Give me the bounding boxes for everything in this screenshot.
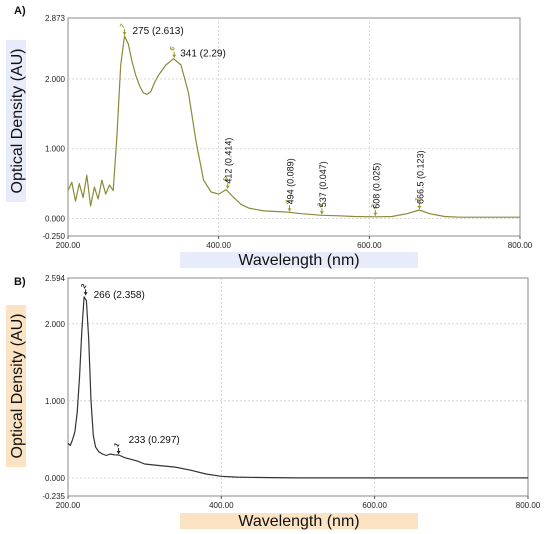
peak-annotation: 666.5 (0.123) [415, 150, 425, 204]
y-tick-label: 2.594 [45, 274, 66, 283]
y-tick-label: 2.000 [45, 320, 66, 329]
x-tick-label: 800.00 [516, 501, 541, 510]
x-tick-label: 600.00 [362, 501, 387, 510]
y-tick-label: 0.000 [45, 215, 66, 224]
peak-number: 2 [370, 204, 378, 211]
peak-number: 1 [414, 197, 422, 204]
y-label-band [6, 305, 26, 467]
peak-marker-head [417, 205, 422, 209]
x-tick-label: 400.00 [206, 241, 231, 250]
peak-marker-head [373, 212, 378, 216]
peak-number: 2 [80, 283, 88, 290]
peak-marker-head [172, 54, 177, 58]
peak-marker-head [83, 292, 88, 296]
x-axis-title: Wavelength (nm) [238, 513, 359, 530]
peak-annotation: 537 (0.047) [318, 161, 328, 207]
peak-number: 3 [317, 202, 325, 209]
x-label-band [180, 513, 418, 529]
y-tick-label: -0.235 [42, 492, 65, 501]
panel-label: B) [14, 276, 26, 288]
x-tick-label: 200.00 [56, 241, 81, 250]
peak-annotation: 412 (0.414) [224, 138, 234, 184]
peak-annotation: 494 (0.089) [285, 158, 295, 204]
y-tick-label: 2.873 [45, 14, 66, 23]
spectrum-line [67, 296, 528, 479]
peak-number: 4 [284, 199, 292, 206]
plot-frame [67, 277, 529, 497]
y-axis-title: Optical Density (AU) [9, 49, 26, 194]
peak-marker-head [116, 451, 121, 455]
peak-number: 7 [119, 23, 127, 30]
x-tick-label: 600.00 [357, 241, 382, 250]
peak-number: 6 [169, 45, 177, 52]
y-tick-label: 1.000 [45, 397, 66, 406]
peak-annotation: 266 (2.358) [94, 290, 145, 301]
peak-annotation: 233 (0.297) [129, 435, 180, 446]
peak-marker-head [287, 208, 292, 212]
y-label-band [6, 40, 26, 202]
panel-label: A) [14, 5, 26, 17]
x-axis-title: Wavelength (nm) [238, 252, 359, 269]
x-label-band [180, 252, 418, 268]
peak-marker-head [225, 185, 230, 189]
peak-annotation: 275 (2.613) [133, 26, 184, 37]
plot-frame [67, 17, 521, 237]
x-tick-label: 400.00 [209, 501, 234, 510]
peak-annotation: 341 (2.29) [180, 49, 226, 60]
y-axis-title: Optical Density (AU) [9, 314, 26, 459]
y-tick-label: 2.000 [45, 75, 66, 84]
y-tick-label: -0.250 [42, 232, 65, 241]
peak-annotation: 608 (0.025) [371, 163, 381, 209]
x-tick-label: 200.00 [56, 501, 81, 510]
peak-number: 5 [222, 176, 230, 183]
spectrum-line [67, 35, 520, 218]
y-tick-label: 0.000 [45, 474, 66, 483]
peak-marker-head [122, 32, 127, 36]
peak-number: 1 [113, 442, 121, 449]
y-tick-label: 1.000 [45, 145, 66, 154]
x-tick-label: 800.00 [508, 241, 533, 250]
peak-marker-head [319, 211, 324, 215]
